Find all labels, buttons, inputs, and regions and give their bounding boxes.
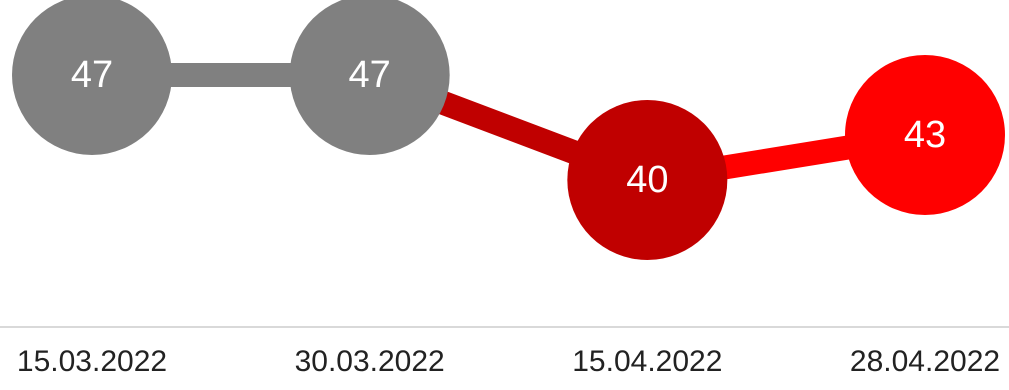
data-label-4: 43 bbox=[904, 114, 946, 156]
x-tick-labels: 15.03.2022 30.03.2022 15.04.2022 28.04.2022 bbox=[17, 345, 1000, 378]
series-lines bbox=[92, 63, 927, 192]
data-label-3: 40 bbox=[626, 159, 668, 201]
data-label-2: 47 bbox=[349, 54, 391, 96]
series-points: 47 47 40 43 bbox=[12, 0, 1005, 260]
x-tick-label-3: 15.04.2022 bbox=[572, 345, 722, 378]
data-label-1: 47 bbox=[71, 54, 113, 96]
x-tick-label-1: 15.03.2022 bbox=[17, 345, 167, 378]
data-point-1 bbox=[12, 0, 172, 155]
data-point-3 bbox=[567, 100, 728, 260]
data-point-4 bbox=[845, 55, 1005, 215]
x-tick-label-2: 30.03.2022 bbox=[295, 345, 445, 378]
x-tick-label-4: 28.04.2022 bbox=[850, 345, 1000, 378]
data-point-2 bbox=[289, 0, 450, 155]
